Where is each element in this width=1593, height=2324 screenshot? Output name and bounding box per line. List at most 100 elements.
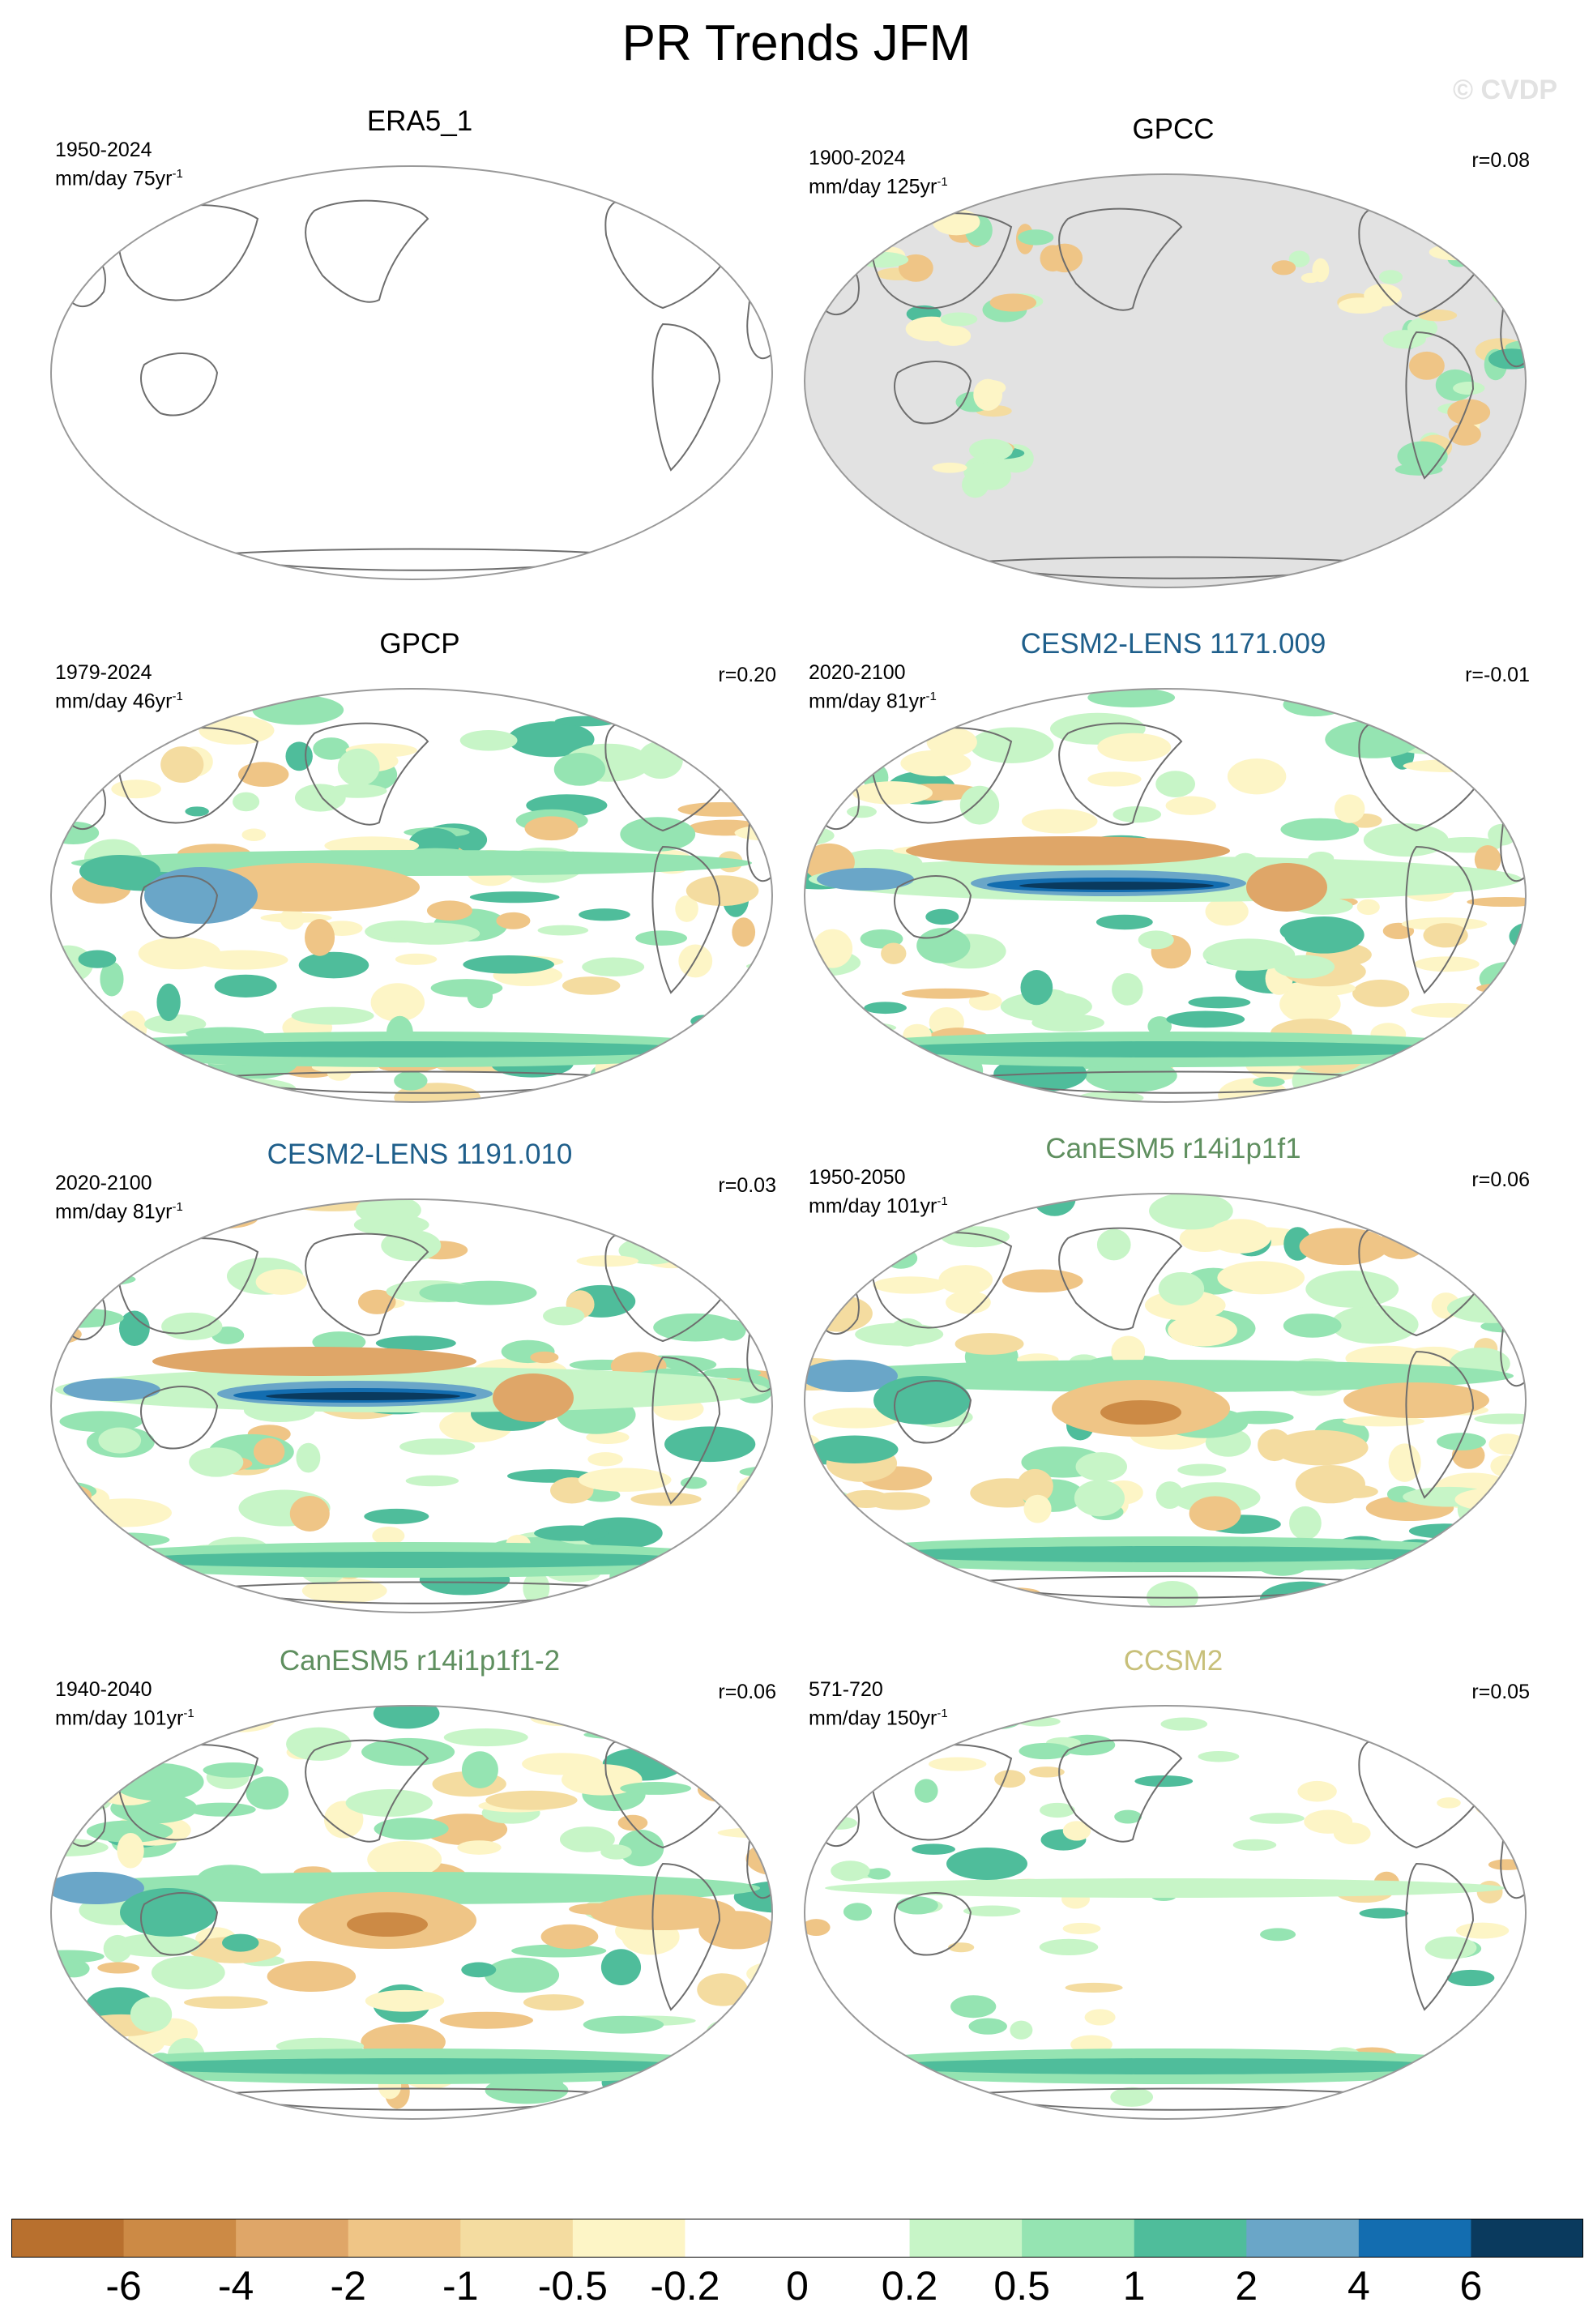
period-label: 571-720 [809,1678,883,1701]
trend-blob [1016,1468,1053,1504]
trend-blob [459,730,518,751]
units-exponent: -1 [172,167,183,181]
trend-blob [296,1442,321,1473]
trend-blob [1147,1016,1172,1036]
trend-blob [946,1291,991,1314]
trend-blob [855,1322,944,1346]
trend-blob [56,1272,136,1287]
colorbar-swatch [1471,2219,1583,2258]
land-trend-blob [1503,276,1526,296]
trend-blob [587,1452,623,1467]
trend-blob [747,1309,772,1330]
coastline [140,1892,219,1956]
trend-blob [928,1757,987,1771]
colorbar-tick-label: -4 [217,2263,254,2309]
trend-blob [617,1814,648,1831]
colorbar-swatch [1358,2219,1471,2258]
trend-blob [705,2020,740,2048]
land-trend-blob [1288,250,1310,267]
trend-blob [1467,896,1526,908]
land-trend-blob [1408,351,1445,380]
trend-blob [183,1996,268,2009]
trend-blob [938,1265,993,1295]
trend-blob [426,900,473,921]
trend-blob [51,715,71,733]
map-field [51,166,772,579]
trend-blob [813,929,853,968]
trend-blob [1479,961,1526,996]
trend-blob [457,1840,502,1855]
trend-blob [838,2093,876,2115]
coastline [1405,845,1475,994]
trend-blob [1188,996,1251,1009]
trend-blob [1446,1969,1495,1987]
trend-blob [187,1802,256,1817]
land-trend-blob [1397,441,1448,472]
land-trend-blob [940,312,978,327]
map-border [804,1193,1527,1608]
trend-blob [1411,1002,1485,1018]
trend-blob [1437,1797,1461,1809]
trend-blob [578,1467,672,1492]
wet-patch [873,1376,971,1425]
land-trend-blob [1271,260,1296,276]
units-exponent: -1 [925,690,937,703]
trend-blob [1476,1880,1503,1903]
trend-blob [1352,979,1410,1007]
equatorial-band [817,868,914,891]
colorbar-tick-label: -0.2 [650,2263,720,2309]
trend-blob [950,1995,997,2019]
trend-blob [866,1868,891,1880]
trend-blob [280,908,305,930]
map-border [804,1705,1527,2120]
correlation-label: r=0.08 [1471,149,1530,172]
colorbar-swatch [685,2219,798,2258]
trend-blob [1514,1231,1526,1254]
trend-blob [1249,1813,1305,1824]
trend-blob [1113,805,1162,823]
coastline [1058,207,1183,311]
correlation-label: r=0.06 [1471,1168,1530,1191]
trend-blob [728,711,772,745]
trend-blob [873,1087,905,1101]
units-label: mm/day 75yr [55,167,173,190]
land-trend-blob [1469,235,1510,261]
trend-blob [1029,1766,1065,1778]
dry-patch [347,1912,428,1937]
trend-blob [255,1269,307,1295]
correlation-label: r=-0.01 [1465,664,1530,686]
trend-blob [1110,2087,1154,2107]
trend-blob [1217,1261,1305,1295]
trend-blob [1297,1780,1337,1802]
trend-blob [637,741,683,780]
southern-band [873,1041,1457,1057]
period-label: 1900-2024 [809,147,906,169]
correlation-label: r=0.20 [718,664,776,686]
trend-blob [144,1014,207,1034]
trend-blob [1430,1742,1462,1764]
trend-blob [955,1333,1024,1355]
panel-info: 1940-2040 mm/day 101yr-1 [55,1677,194,1730]
trend-blob [959,785,1000,825]
trend-blob [1299,1228,1389,1266]
trend-blob [364,1508,429,1524]
trend-blob [1227,758,1287,795]
trend-blob [771,2000,772,2024]
trend-blob [372,1526,405,1545]
coastline [894,361,972,425]
trend-blob [733,1776,772,1788]
trend-blob [100,961,124,997]
colorbar-tick-label: 2 [1235,2263,1258,2309]
southern-band [120,2058,703,2074]
trend-blob [751,2048,772,2064]
panel-info: 1979-2024 mm/day 46yr-1 [55,660,183,713]
colorbar-swatch [909,2219,1023,2258]
coastline [117,204,259,301]
coastline [1405,1350,1475,1499]
trend-blob [356,1199,421,1225]
map-border [50,1198,773,1613]
colorbar-swatch [460,2219,574,2258]
trend-blob [1330,1305,1419,1344]
trend-blob [186,1207,258,1229]
trend-blob [896,1896,938,1915]
